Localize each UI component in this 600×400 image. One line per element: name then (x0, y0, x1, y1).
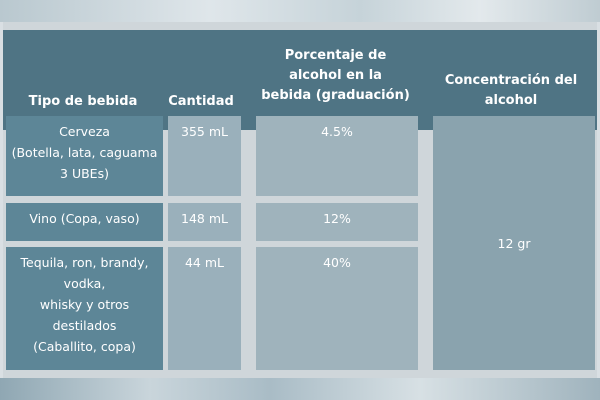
header-porcentaje-line: bebida (graduación) (261, 88, 410, 103)
tipo-line: Cerveza (59, 124, 110, 139)
header-porcentaje-line: Porcentaje de (284, 48, 387, 63)
concentracion-value: 12 gr (497, 236, 531, 251)
tipo-line: 3 UBEs) (60, 166, 109, 181)
cell-cantidad-destilados: 44 mL (168, 247, 241, 370)
header-concentracion: Concentración del alcohol (431, 71, 591, 111)
cell-concentracion: 12 gr (433, 116, 595, 370)
tipo-line: destilados (52, 318, 117, 333)
header-concentracion-line: alcohol (484, 93, 538, 108)
cell-porcentaje-cerveza: 4.5% (256, 116, 418, 196)
table-header: Tipo de bebida Cantidad Porcentaje de al… (3, 30, 597, 130)
cell-cantidad-cerveza: 355 mL (168, 116, 241, 196)
header-concentracion-line: Concentración del (444, 73, 578, 88)
tipo-line: Vino (Copa, vaso) (29, 211, 140, 226)
header-porcentaje-line: alcohol en la (289, 68, 382, 83)
header-cantidad: Cantidad (168, 94, 234, 109)
background-top (0, 0, 600, 22)
cell-cantidad-vino: 148 mL (168, 203, 241, 241)
tipo-line: vodka, (63, 276, 106, 291)
alcohol-table: Tipo de bebida Cantidad Porcentaje de al… (3, 22, 597, 378)
tipo-line: (Caballito, copa) (33, 339, 136, 354)
background-bottom (0, 378, 600, 400)
tipo-line: Tequila, ron, brandy, (20, 255, 149, 270)
tipo-line: whisky y otros (39, 297, 130, 312)
header-tipo: Tipo de bebida (28, 94, 138, 109)
header-porcentaje: Porcentaje de alcohol en la bebida (grad… (253, 46, 418, 106)
cell-tipo-vino: Vino (Copa, vaso) (6, 203, 163, 241)
cell-porcentaje-destilados: 40% (256, 247, 418, 370)
cell-tipo-cerveza: Cerveza (Botella, lata, caguama 3 UBEs) (6, 116, 163, 196)
cell-porcentaje-vino: 12% (256, 203, 418, 241)
tipo-line: (Botella, lata, caguama (11, 145, 158, 160)
cell-tipo-destilados: Tequila, ron, brandy, vodka, whisky y ot… (6, 247, 163, 370)
